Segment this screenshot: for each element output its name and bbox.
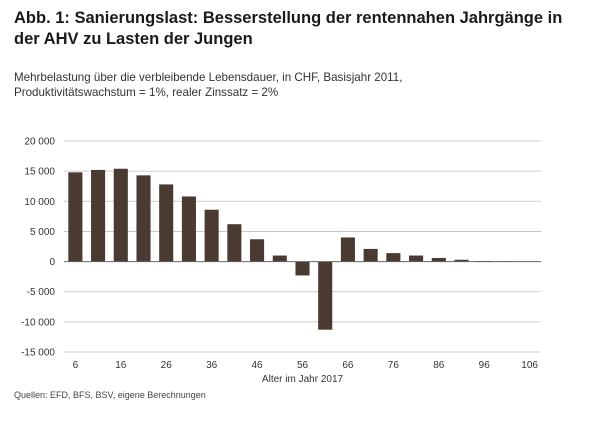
source-note: Quellen: EFD, BFS, BSV, eigene Berechnun… — [14, 390, 206, 400]
bar-age-41 — [227, 224, 242, 262]
chart-title-line-2: der AHV zu Lasten der Jungen — [14, 30, 253, 48]
chart-title-line-1: Abb. 1: Sanierungslast: Besserstellung d… — [14, 9, 563, 27]
bar-age-61 — [318, 261, 333, 330]
chart-subtitle-line-2: Produktivitätswachstum = 1%, realer Zins… — [14, 86, 279, 99]
x-tick-label: 86 — [433, 360, 445, 371]
bar-age-91 — [454, 259, 469, 262]
bar-age-6 — [68, 172, 83, 262]
bar-age-36 — [204, 209, 219, 262]
x-tick-label: 26 — [161, 360, 173, 371]
x-tick-label: 106 — [521, 360, 538, 371]
x-tick-label: 76 — [388, 360, 400, 371]
chart-title: Abb. 1: Sanierungslast: Besserstellung d… — [14, 8, 584, 50]
chart-subtitle: Mehrbelastung über die verbleibende Lebe… — [14, 70, 584, 100]
bar-age-81 — [409, 255, 424, 262]
bar-age-76 — [386, 253, 401, 262]
bar-age-66 — [340, 237, 355, 262]
bar-age-31 — [181, 196, 196, 262]
y-tick-label: -15 000 — [21, 348, 55, 359]
label-layer: 20 000 15 000 10 000 5 000 0 -5 000 -10 000 -15… — [21, 137, 538, 386]
chart-subtitle-line-1: Mehrbelastung über die verbleibende Lebe… — [14, 71, 403, 84]
x-tick-label: 16 — [115, 360, 127, 371]
x-axis-label: Alter im Jahr 2017 — [262, 374, 344, 385]
y-tick-label: 20 000 — [24, 137, 55, 148]
bar-age-16 — [113, 168, 128, 262]
bar-age-46 — [250, 239, 265, 262]
x-tick-label: 36 — [206, 360, 218, 371]
bar-age-21 — [136, 175, 151, 262]
grid-layer — [64, 140, 541, 353]
bar-age-51 — [272, 255, 287, 262]
bar-age-86 — [431, 257, 446, 262]
bar-layer — [68, 168, 514, 330]
y-tick-label: 5 000 — [30, 227, 55, 238]
y-tick-label: -5 000 — [27, 287, 56, 298]
bar-age-11 — [91, 169, 106, 262]
x-tick-label: 46 — [252, 360, 264, 371]
bar-age-56 — [295, 261, 310, 276]
x-tick-label: 96 — [479, 360, 491, 371]
y-tick-label: 15 000 — [24, 167, 55, 178]
y-tick-label: 10 000 — [24, 197, 55, 208]
bar-age-71 — [363, 248, 378, 262]
y-tick-label: -10 000 — [21, 317, 55, 328]
bar-age-26 — [159, 184, 174, 262]
x-tick-label: 66 — [342, 360, 354, 371]
x-tick-label: 56 — [297, 360, 309, 371]
y-tick-label: 0 — [49, 257, 55, 268]
x-tick-label: 6 — [73, 360, 79, 371]
